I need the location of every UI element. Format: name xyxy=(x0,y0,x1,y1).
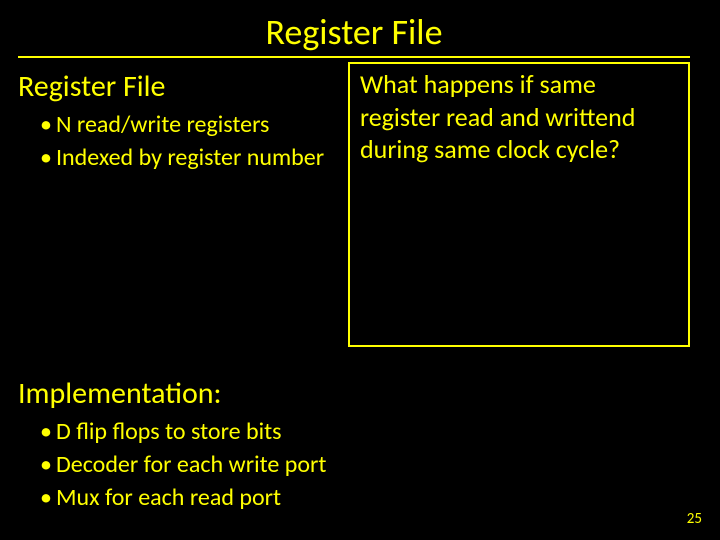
implementation-bullet-list: D flip flops to store bits Decoder for e… xyxy=(18,416,690,514)
section-subtitle: Register File xyxy=(18,68,348,105)
slide-title: Register File xyxy=(18,10,690,58)
list-item: Decoder for each write port xyxy=(40,449,690,480)
list-item: N read/write registers xyxy=(40,109,348,140)
list-item: D flip flops to store bits xyxy=(40,416,690,447)
list-item: Indexed by register number xyxy=(40,142,348,173)
left-bullet-list: N read/write registers Indexed by regist… xyxy=(18,109,348,173)
content-row: Register File N read/write registers Ind… xyxy=(18,64,690,347)
left-column: Register File N read/write registers Ind… xyxy=(18,64,348,175)
callout-box: What happens if same register read and w… xyxy=(348,62,690,347)
implementation-heading: Implementation: xyxy=(18,375,690,412)
list-item: Mux for each read port xyxy=(40,482,690,513)
slide: Register File Register File N read/write… xyxy=(0,0,720,540)
page-number: 25 xyxy=(687,510,702,528)
right-column: What happens if same register read and w… xyxy=(348,64,690,347)
